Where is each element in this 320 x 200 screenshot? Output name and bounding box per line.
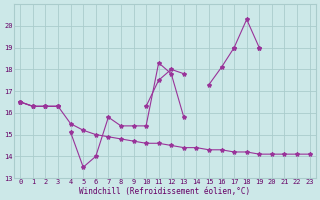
X-axis label: Windchill (Refroidissement éolien,°C): Windchill (Refroidissement éolien,°C): [79, 187, 251, 196]
